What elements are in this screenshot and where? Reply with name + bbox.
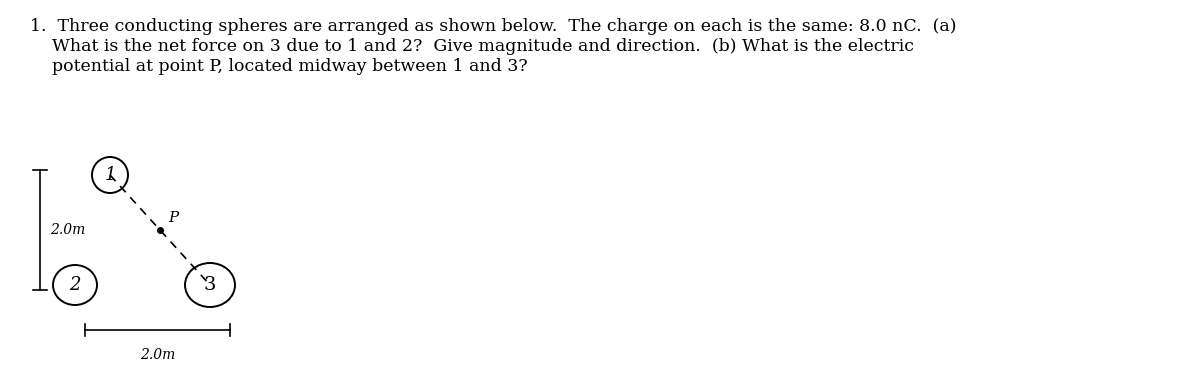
Text: 1: 1: [104, 166, 115, 184]
Text: 1.  Three conducting spheres are arranged as shown below.  The charge on each is: 1. Three conducting spheres are arranged…: [30, 18, 956, 35]
Text: 3: 3: [204, 276, 216, 294]
Text: 2: 2: [70, 276, 80, 294]
Text: 2.0m: 2.0m: [140, 348, 175, 362]
Text: What is the net force on 3 due to 1 and 2?  Give magnitude and direction.  (b) W: What is the net force on 3 due to 1 and …: [30, 38, 914, 55]
Text: 2.0m: 2.0m: [50, 223, 85, 237]
Text: potential at point P, located midway between 1 and 3?: potential at point P, located midway bet…: [30, 58, 528, 75]
Text: P: P: [168, 211, 179, 225]
